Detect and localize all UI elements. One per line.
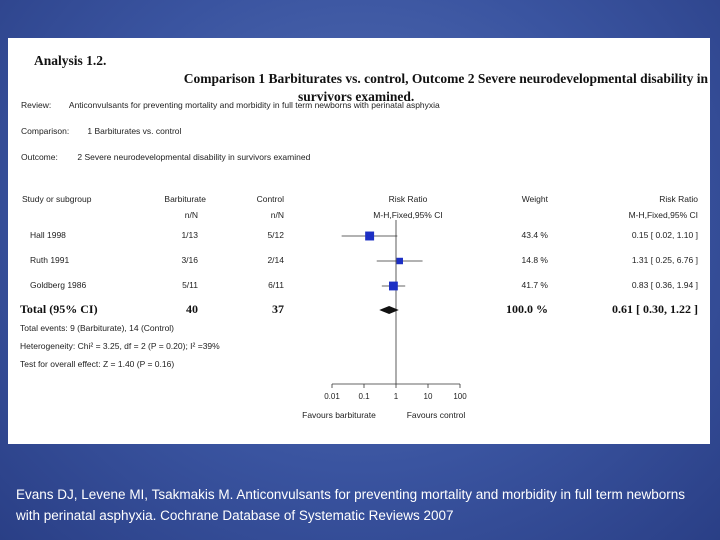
review-label: Review:	[21, 100, 52, 110]
study-effect-marker	[396, 257, 403, 265]
forest-plot: 0.01 0.1 1 10 100	[324, 220, 467, 401]
x-axis-tick-label: 0.1	[358, 392, 370, 401]
comparison-label: Comparison:	[21, 126, 70, 136]
total-ci: 0.61 [ 0.30, 1.22 ]	[612, 302, 698, 316]
header-control: Control	[256, 194, 284, 204]
pooled-diamond	[379, 306, 399, 314]
study-control-events: 5/12	[267, 230, 284, 240]
study-weight: 14.8 %	[521, 255, 548, 265]
study-effect-marker	[389, 281, 398, 291]
study-name: Goldberg 1986	[30, 280, 87, 290]
total-barbiturate: 40	[186, 302, 198, 316]
forest-plot-figure: Analysis 1.2. Comparison 1 Barbiturates …	[8, 38, 710, 444]
favours-barbiturate-label: Favours barbiturate	[302, 410, 376, 420]
study-weight: 43.4 %	[521, 230, 548, 240]
header-barbiturate: Barbiturate	[164, 194, 206, 204]
outcome-text: 2 Severe neurodevelopmental disability i…	[77, 152, 311, 162]
citation: Evans DJ, Levene MI, Tsakmakis M. Antico…	[16, 487, 686, 523]
total-events-note: Total events: 9 (Barbiturate), 14 (Contr…	[20, 323, 175, 333]
header-control-n: n/N	[270, 210, 284, 220]
study-weight: 41.7 %	[521, 280, 548, 290]
study-barbiturate-events: 3/16	[181, 255, 198, 265]
study-ci: 1.31 [ 0.25, 6.76 ]	[631, 255, 698, 265]
study-ci: 0.83 [ 0.36, 1.94 ]	[631, 280, 698, 290]
study-barbiturate-events: 5/11	[182, 280, 198, 290]
title-prefix: Analysis 1.2.	[34, 53, 107, 68]
outcome-label: Outcome:	[21, 152, 58, 162]
study-control-events: 6/11	[268, 280, 284, 290]
header-barbiturate-n: n/N	[184, 210, 198, 220]
total-label: Total (95% CI)	[20, 302, 98, 316]
overall-effect-note: Test for overall effect: Z = 1.40 (P = 0…	[20, 359, 175, 369]
header-study: Study or subgroup	[22, 194, 92, 204]
study-ci: 0.15 [ 0.02, 1.10 ]	[631, 230, 698, 240]
review-text: Anticonvulsants for preventing mortality…	[68, 100, 440, 110]
total-control: 37	[272, 302, 284, 316]
title-line-1: Comparison 1 Barbiturates vs. control, O…	[183, 71, 708, 86]
x-axis-tick-label: 1	[394, 392, 399, 401]
header-risk-ratio-method: M-H,Fixed,95% CI	[373, 210, 443, 220]
header-risk-ratio: Risk Ratio	[388, 194, 428, 204]
x-axis-tick-label: 100	[453, 392, 467, 401]
header-weight: Weight	[521, 194, 548, 204]
x-axis-tick-label: 0.01	[324, 392, 340, 401]
review-line: Review: Anticonvulsants for preventing m…	[21, 100, 440, 110]
comparison-line: Comparison: 1 Barbiturates vs. control	[21, 126, 181, 136]
study-effect-marker	[365, 231, 375, 241]
title-line-2: survivors examined.	[298, 89, 415, 104]
favours-control-label: Favours control	[406, 410, 466, 420]
total-weight: 100.0 %	[506, 302, 548, 316]
study-barbiturate-events: 1/13	[181, 230, 198, 240]
x-axis-tick-label: 10	[424, 392, 433, 401]
comparison-text: 1 Barbiturates vs. control	[87, 126, 182, 136]
study-name: Hall 1998	[30, 230, 66, 240]
header-risk-ratio-right-method: M-H,Fixed,95% CI	[628, 210, 698, 220]
study-name: Ruth 1991	[30, 255, 70, 265]
outcome-line: Outcome: 2 Severe neurodevelopmental dis…	[21, 152, 310, 162]
study-control-events: 2/14	[267, 255, 284, 265]
heterogeneity-note: Heterogeneity: Chi² = 3.25, df = 2 (P = …	[20, 341, 220, 351]
header-risk-ratio-right: Risk Ratio	[659, 194, 698, 204]
